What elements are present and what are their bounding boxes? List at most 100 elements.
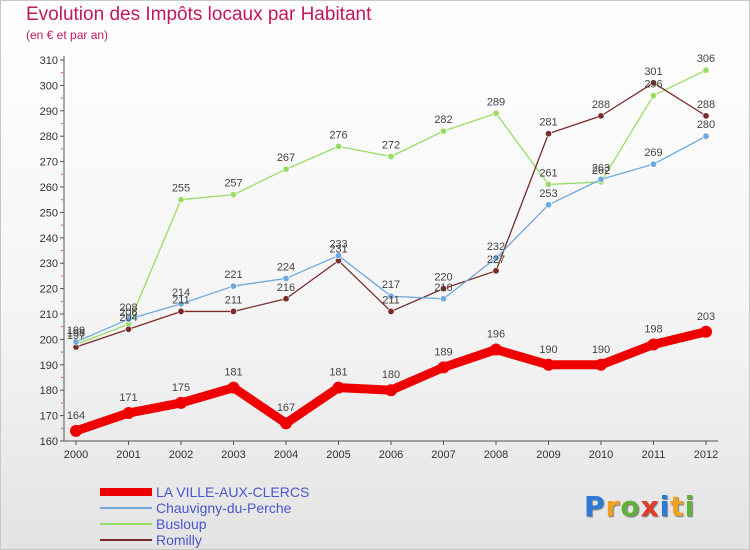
data-point: [230, 282, 238, 290]
y-tick-label: 200: [40, 334, 58, 346]
data-label: 296: [644, 79, 662, 91]
data-point: [649, 92, 657, 100]
data-label: 164: [67, 410, 85, 422]
data-label: 232: [487, 241, 505, 253]
data-label: 189: [434, 346, 452, 358]
data-label: 181: [329, 367, 347, 379]
data-label: 204: [119, 312, 137, 324]
chart-title: Evolution des Impôts locaux par Habitant: [26, 4, 372, 25]
data-point: [177, 196, 185, 204]
data-label: 203: [697, 311, 715, 323]
y-tick-label: 210: [40, 309, 58, 321]
data-label: 190: [592, 344, 610, 356]
legend-label: Romilly: [156, 532, 202, 548]
y-tick-label: 270: [40, 157, 58, 169]
data-point: [125, 325, 133, 333]
proxiti-logo: Proxiti: [584, 490, 695, 523]
data-point: [492, 267, 500, 275]
data-point: [597, 175, 605, 183]
legend-entry-romilly: Romilly: [100, 532, 309, 548]
data-label: 272: [382, 140, 400, 152]
x-tick-label: 2006: [379, 449, 403, 461]
data-label: 199: [67, 325, 85, 337]
data-label: 171: [119, 392, 137, 404]
data-label: 216: [277, 282, 295, 294]
data-point: [647, 338, 660, 351]
x-tick-label: 2011: [642, 449, 666, 461]
y-tick-label: 190: [40, 360, 58, 372]
data-point: [542, 358, 555, 371]
data-point: [332, 381, 345, 394]
data-point: [544, 130, 552, 138]
data-point: [280, 417, 292, 430]
data-label: 198: [644, 323, 662, 335]
data-point: [439, 127, 447, 135]
data-label: 257: [224, 178, 242, 190]
data-point: [230, 307, 238, 315]
data-label: 197: [67, 330, 85, 342]
data-point: [334, 252, 342, 260]
logo-letter: t: [670, 490, 685, 523]
data-point: [387, 153, 395, 161]
legend-swatch: [100, 539, 152, 541]
data-label: 220: [434, 272, 452, 284]
data-label: 280: [697, 119, 715, 131]
data-label: 282: [434, 114, 452, 126]
data-label: 211: [225, 294, 243, 306]
data-label: 206: [119, 307, 137, 319]
data-label: 255: [172, 183, 190, 195]
data-label: 167: [277, 402, 295, 414]
legend-swatch: [100, 523, 152, 525]
data-point: [437, 361, 450, 374]
data-label: 208: [119, 302, 137, 314]
data-label: 288: [697, 99, 715, 111]
data-point: [490, 343, 502, 356]
y-tick-label: 240: [40, 233, 58, 245]
data-label: 261: [539, 167, 557, 179]
data-label: 198: [67, 327, 85, 339]
data-point: [177, 300, 185, 308]
y-tick-label: 170: [40, 411, 58, 423]
y-tick-label: 180: [40, 385, 58, 397]
y-tick-label: 260: [40, 182, 58, 194]
legend-label: Busloup: [156, 516, 207, 532]
data-label: 276: [329, 129, 347, 141]
data-label: 231: [329, 244, 347, 256]
data-point: [492, 109, 500, 117]
y-tick-label: 160: [40, 436, 58, 448]
data-label: 306: [697, 53, 715, 65]
data-label: 301: [644, 66, 662, 78]
y-tick-label: 300: [40, 80, 58, 92]
x-tick-label: 2008: [484, 449, 508, 461]
data-point: [334, 142, 342, 150]
x-tick-label: 2001: [116, 449, 140, 461]
y-tick-label: 220: [40, 284, 58, 296]
legend-entry-busloup: Busloup: [100, 516, 309, 532]
data-label: 221: [224, 269, 242, 281]
y-tick-label: 230: [40, 258, 58, 270]
data-label: 233: [329, 239, 347, 251]
data-point: [492, 254, 500, 262]
data-point: [439, 295, 447, 303]
x-tick-label: 2012: [694, 449, 718, 461]
data-point: [702, 66, 710, 74]
data-label: 217: [382, 279, 400, 291]
data-label: 196: [487, 329, 505, 341]
data-label: 181: [224, 367, 242, 379]
x-tick-label: 2004: [274, 449, 298, 461]
legend-entry-chauvigny-du-perche: Chauvigny-du-Perche: [100, 500, 309, 516]
data-point: [649, 160, 657, 168]
logo-letter: r: [605, 490, 621, 523]
series-line-0: [71, 327, 711, 436]
data-point: [282, 165, 290, 173]
data-point: [595, 358, 607, 371]
x-tick-label: 2005: [326, 449, 350, 461]
data-point: [230, 191, 238, 199]
data-point: [385, 384, 397, 397]
data-label: 180: [382, 369, 400, 381]
x-tick-label: 2000: [64, 449, 88, 461]
data-label: 211: [172, 294, 190, 306]
data-point: [649, 79, 657, 87]
